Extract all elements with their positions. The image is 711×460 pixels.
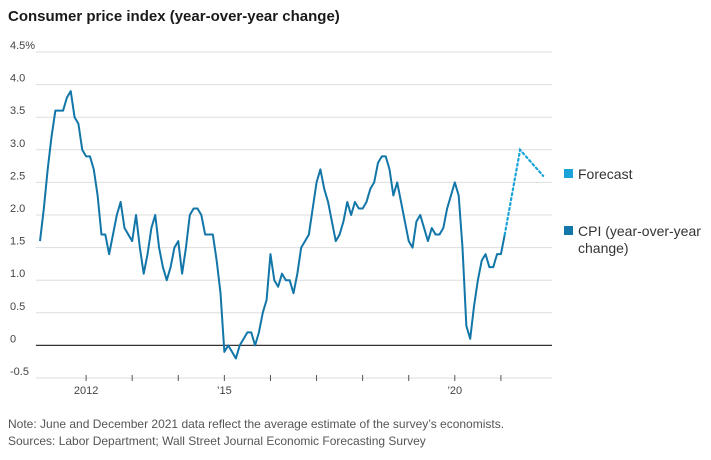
grid-lines bbox=[36, 51, 552, 379]
legend-swatch-cpi bbox=[564, 226, 573, 235]
legend-swatch-forecast bbox=[564, 169, 573, 178]
cpi-series-line bbox=[39, 90, 506, 360]
y-tick-label: 1.5 bbox=[10, 236, 25, 248]
y-tick-label: 0 bbox=[10, 333, 16, 345]
x-tick-label: 2012 bbox=[74, 385, 98, 397]
x-axis: 2012 ’15 ’20 bbox=[74, 375, 502, 397]
chart-notes: Note: June and December 2021 data reflec… bbox=[8, 416, 504, 450]
y-axis-tick-labels: 4.5% 4.0 3.5 3.0 2.5 2.0 1.5 1.0 0.5 0 -0.5 bbox=[10, 40, 35, 378]
chart-title: Consumer price index (year-over-year cha… bbox=[8, 8, 340, 25]
forecast-series-line bbox=[503, 147, 545, 236]
y-tick-label: 1.0 bbox=[10, 268, 25, 280]
y-tick-label: 3.0 bbox=[10, 138, 25, 150]
legend: Forecast CPI (year-over-year change) bbox=[564, 166, 701, 256]
x-tick-label: ’15 bbox=[217, 385, 232, 397]
legend-label-forecast: Forecast bbox=[578, 166, 633, 182]
note-text: Note: June and December 2021 data reflec… bbox=[8, 417, 505, 431]
y-tick-label: 3.5 bbox=[10, 105, 25, 117]
y-tick-label: 0.5 bbox=[10, 301, 25, 313]
y-tick-label: 2.0 bbox=[10, 203, 25, 215]
cpi-line-chart: 4.5% 4.0 3.5 3.0 2.5 2.0 1.5 1.0 0.5 0 -0.5 2012 ’1… bbox=[10, 40, 701, 397]
y-tick-label: 2.5 bbox=[10, 170, 25, 182]
x-tick-label: ’20 bbox=[447, 385, 462, 397]
y-tick-label: 4.5% bbox=[10, 40, 35, 52]
sources-text: Sources: Labor Department; Wall Street J… bbox=[8, 434, 426, 448]
y-tick-label: 4.0 bbox=[10, 73, 25, 85]
y-tick-label: -0.5 bbox=[10, 366, 29, 378]
legend-label-cpi: CPI (year-over-year change) bbox=[578, 223, 701, 256]
